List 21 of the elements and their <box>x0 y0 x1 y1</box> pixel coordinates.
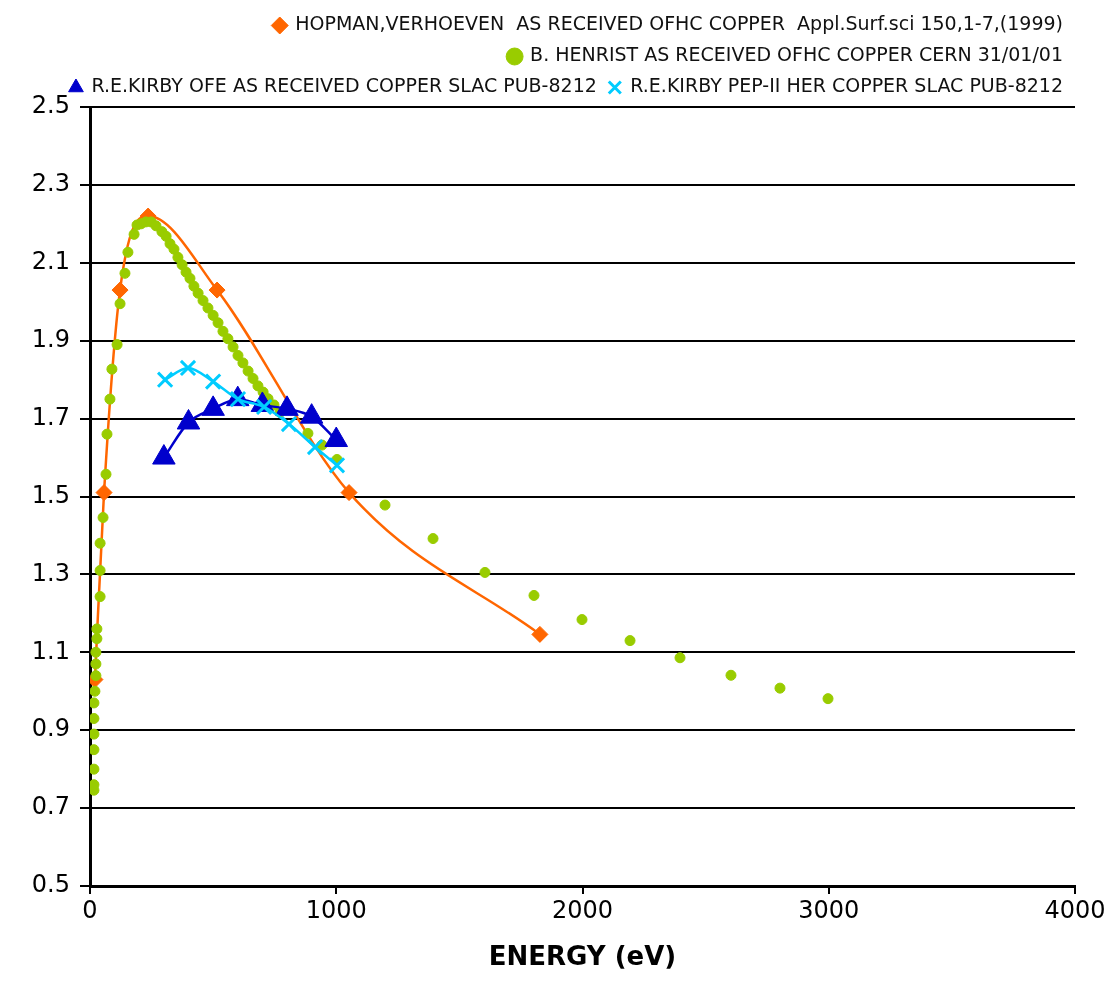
legend-label: HOPMAN,VERHOEVEN AS RECEIVED OFHC COPPER Appl.Surf.sci 150,1-7,(1999) <box>295 12 1064 35</box>
y-tick-label: 0.5 <box>31 870 70 899</box>
x-axis-title: ENERGY (eV) <box>488 941 677 972</box>
legend-label: R.E.KIRBY PEP-II HER COPPER SLAC PUB-8212 <box>630 74 1064 97</box>
y-tick-label: 2.3 <box>31 169 70 198</box>
legend-label: R.E.KIRBY OFE AS RECEIVED COPPER SLAC PUB-8212 <box>91 74 597 97</box>
y-tick-label: 2.1 <box>31 247 70 276</box>
y-tick-label: 1.9 <box>31 324 70 353</box>
y-tick-label: 1.5 <box>31 480 70 509</box>
x-tick-label: 4000 <box>1044 895 1106 924</box>
y-tick-label: 1.7 <box>31 402 70 431</box>
x-tick-label: 3000 <box>798 895 860 924</box>
y-tick-label: 1.3 <box>31 558 70 587</box>
legend-label: B. HENRIST AS RECEIVED OFHC COPPER CERN 31/01/01 <box>530 43 1064 66</box>
y-tick-label: 1.1 <box>31 636 70 665</box>
y-tick-label: 0.9 <box>31 714 70 743</box>
y-tick-label: 0.7 <box>31 792 70 821</box>
y-tick-label: 2.5 <box>31 91 70 120</box>
x-tick-label: 2000 <box>551 895 614 924</box>
x-tick-label: 0 <box>82 895 98 924</box>
x-tick-label: 1000 <box>305 895 367 924</box>
